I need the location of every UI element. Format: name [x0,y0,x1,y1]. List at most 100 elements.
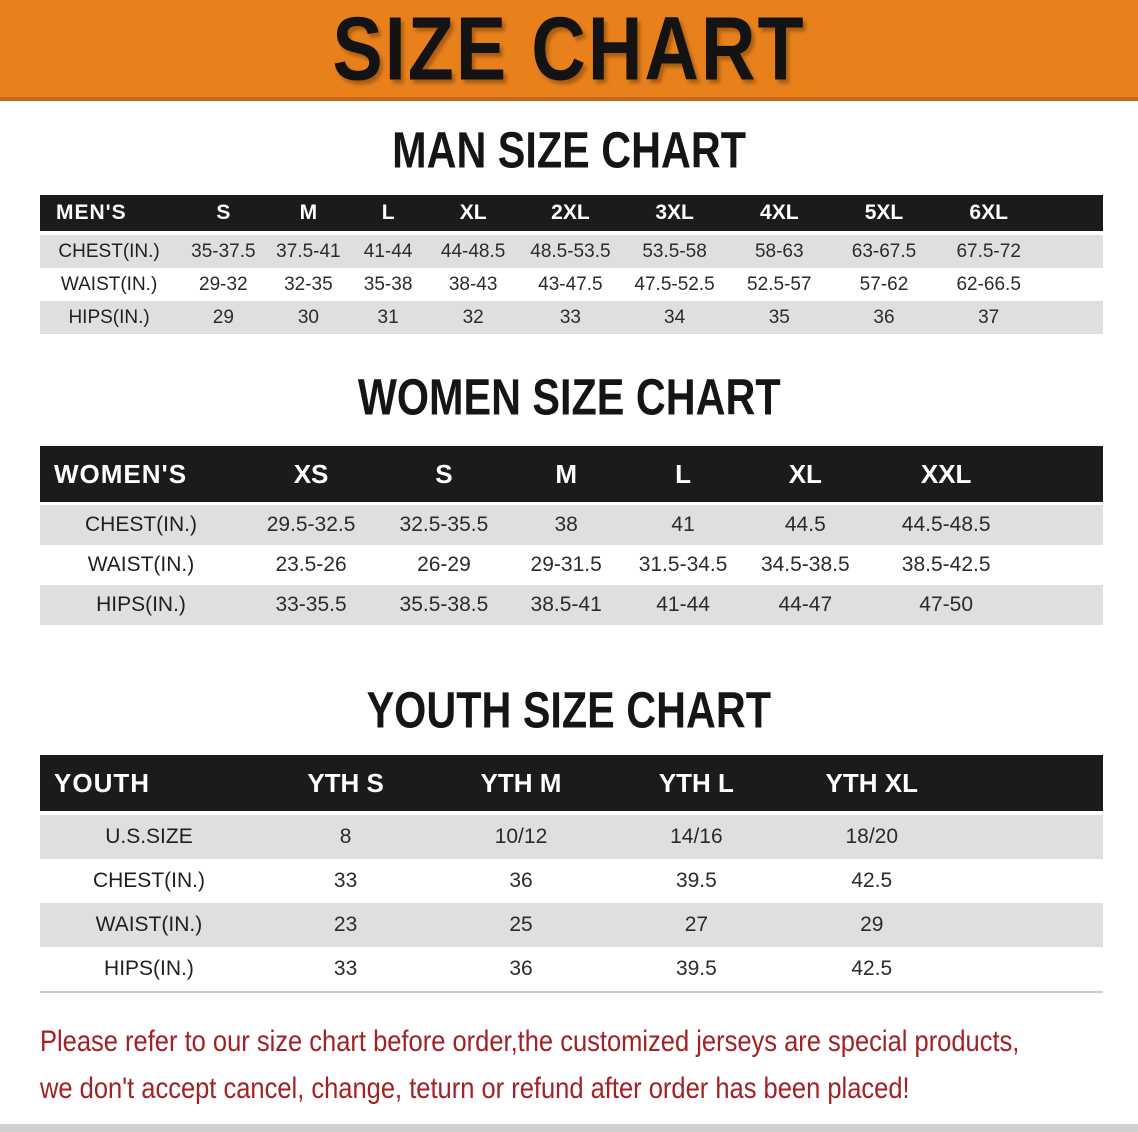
spacer-cell [959,947,1103,991]
column-header: L [624,446,742,505]
row-label: CHEST(IN.) [40,235,179,268]
spacer-cell [1041,195,1103,235]
size-value-cell: 42.5 [784,947,960,991]
size-value-cell: 29-32 [178,268,269,301]
column-header: 6XL [936,195,1042,235]
size-value-cell: 47.5-52.5 [622,268,727,301]
spacer-cell [1041,268,1103,301]
spacer-cell [959,903,1103,947]
page-title: SIZE CHART [332,0,806,100]
men-table-header-row: MEN'S S M L XL 2XL 3XL 4XL 5XL 6XL [40,195,1103,235]
column-header: 2XL [518,195,623,235]
women-table-corner-label: WOMEN'S [40,446,242,505]
size-value-cell: 33 [518,301,623,334]
size-value-cell: 34 [622,301,727,334]
youth-ussize-row: U.S.SIZE 8 10/12 14/16 18/20 [40,815,1103,859]
column-header: XS [241,446,381,505]
size-value-cell: 67.5-72 [936,235,1042,268]
size-value-cell: 44-48.5 [427,235,519,268]
size-value-cell: 25 [433,903,609,947]
size-value-cell: 57-62 [831,268,937,301]
men-chest-row: CHEST(IN.) 35-37.5 37.5-41 41-44 44-48.5… [40,235,1103,268]
size-value-cell: 29.5-32.5 [241,505,381,545]
column-header: XL [427,195,519,235]
youth-chest-row: CHEST(IN.) 33 36 39.5 42.5 [40,859,1103,903]
youth-section-heading: YOUTH SIZE CHART [0,680,1138,739]
column-header: YTH XL [784,755,960,815]
women-table-header-row: WOMEN'S XS S M L XL XXL [40,446,1103,505]
column-header: S [178,195,269,235]
women-size-table: WOMEN'S XS S M L XL XXL CHEST(IN.) 29.5-… [40,446,1103,625]
size-value-cell: 32-35 [268,268,349,301]
column-header: L [348,195,428,235]
women-chest-row: CHEST(IN.) 29.5-32.5 32.5-35.5 38 41 44.… [40,505,1103,545]
size-value-cell: 34.5-38.5 [741,545,870,585]
size-value-cell: 10/12 [433,815,609,859]
size-value-cell: 62-66.5 [936,268,1042,301]
men-table-corner-label: MEN'S [40,195,179,235]
spacer-cell [1041,301,1103,334]
youth-section-heading-text: YOUTH SIZE CHART [366,680,772,739]
spacer-cell [1023,505,1103,545]
men-section-heading: MAN SIZE CHART [0,122,1138,176]
column-header: YTH M [433,755,609,815]
size-value-cell: 33 [257,859,434,903]
column-header: 5XL [831,195,937,235]
size-value-cell: 27 [608,903,785,947]
spacer-cell [1023,446,1103,505]
row-label: HIPS(IN.) [40,301,179,334]
size-value-cell: 53.5-58 [622,235,727,268]
youth-waist-row: WAIST(IN.) 23 25 27 29 [40,903,1103,947]
size-value-cell: 47-50 [869,585,1024,625]
size-value-cell: 38.5-41 [507,585,625,625]
column-header: 4XL [726,195,832,235]
size-value-cell: 44-47 [741,585,870,625]
size-value-cell: 44.5-48.5 [869,505,1024,545]
size-value-cell: 30 [268,301,349,334]
size-value-cell: 35 [726,301,832,334]
size-value-cell: 26-29 [380,545,508,585]
size-value-cell: 39.5 [608,947,785,991]
women-hips-row: HIPS(IN.) 33-35.5 35.5-38.5 38.5-41 41-4… [40,585,1103,625]
size-value-cell: 37 [936,301,1042,334]
row-label: WAIST(IN.) [40,545,242,585]
women-section-heading-text: WOMEN SIZE CHART [357,367,781,426]
size-value-cell: 35-38 [348,268,428,301]
size-value-cell: 41-44 [624,585,742,625]
spacer-cell [1041,235,1103,268]
size-value-cell: 38 [507,505,625,545]
size-value-cell: 32.5-35.5 [380,505,508,545]
size-value-cell: 37.5-41 [268,235,349,268]
spacer-cell [1023,545,1103,585]
row-label: U.S.SIZE [40,815,258,859]
size-value-cell: 44.5 [741,505,870,545]
size-value-cell: 31 [348,301,428,334]
column-header: XXL [869,446,1024,505]
column-header: YTH L [608,755,785,815]
size-value-cell: 52.5-57 [726,268,832,301]
size-value-cell: 36 [831,301,937,334]
size-value-cell: 35.5-38.5 [380,585,508,625]
size-value-cell: 42.5 [784,859,960,903]
size-value-cell: 29-31.5 [507,545,625,585]
size-value-cell: 31.5-34.5 [624,545,742,585]
size-value-cell: 38.5-42.5 [869,545,1024,585]
size-value-cell: 35-37.5 [178,235,269,268]
column-header: M [268,195,349,235]
size-value-cell: 14/16 [608,815,785,859]
disclaimer-line-1: Please refer to our size chart before or… [40,1025,1020,1058]
size-value-cell: 38-43 [427,268,519,301]
spacer-cell [1023,585,1103,625]
size-value-cell: 41-44 [348,235,428,268]
youth-table-header-row: YOUTH YTH S YTH M YTH L YTH XL [40,755,1103,815]
men-hips-row: HIPS(IN.) 29 30 31 32 33 34 35 36 37 [40,301,1103,334]
size-value-cell: 23.5-26 [241,545,381,585]
disclaimer-line-2: we don't accept cancel, change, teturn o… [40,1072,910,1105]
title-banner: SIZE CHART [0,0,1138,101]
spacer-cell [959,755,1103,815]
size-value-cell: 58-63 [726,235,832,268]
column-header: M [507,446,625,505]
size-value-cell: 33 [257,947,434,991]
youth-table-corner-label: YOUTH [40,755,258,815]
